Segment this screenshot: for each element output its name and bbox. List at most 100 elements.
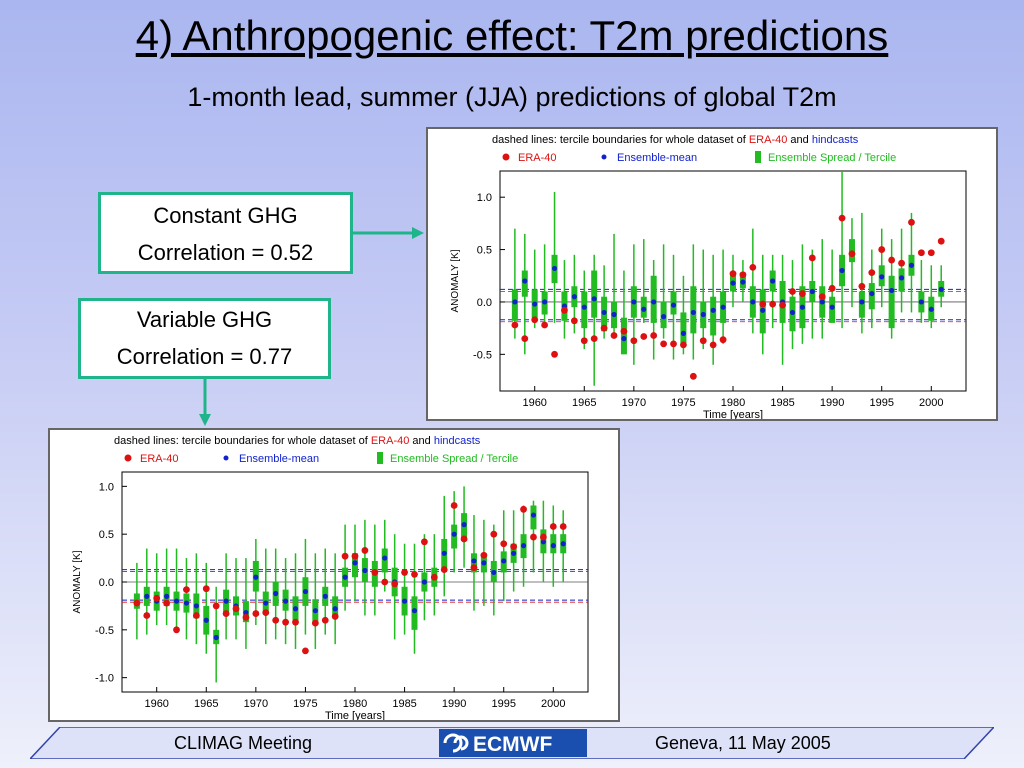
ensemble-mean-point [441,550,447,556]
era40-point [709,341,717,349]
ensemble-mean-point [680,330,687,336]
ensemble-mean-point [651,299,657,305]
ensemble-mean-point [282,598,289,604]
era40-point [610,332,618,339]
era40-point [361,547,369,554]
era40-point [660,340,667,348]
x-tick-label: 2000 [919,397,943,409]
era40-point [917,249,925,257]
x-tick-label: 1990 [442,698,466,710]
slide-subtitle: 1-month lead, summer (JJA) predictions o… [187,82,837,112]
legend-era40-marker [124,454,132,462]
variable-ghg-box: Variable GHG Correlation = 0.77 [78,298,331,379]
era40-point [480,551,488,559]
era40-point [440,566,448,573]
spread-tercile-box [710,296,717,336]
ensemble-mean-point [183,600,190,606]
ensemble-mean-point [512,299,518,305]
y-tick-label: 0.5 [99,529,114,541]
era40-point [600,324,608,332]
ensemble-mean-point [898,275,905,281]
ensemble-mean-point [829,304,835,310]
x-tick-label: 1975 [671,397,695,409]
y-tick-label: 1.0 [99,481,114,493]
era40-point [143,612,151,619]
ensemble-mean-point [501,558,507,564]
ensemble-mean-point [292,606,299,612]
arrowhead-right-icon [412,227,424,239]
era40-point [133,599,141,607]
x-tick-label: 1980 [343,698,367,710]
era40-point [620,327,628,335]
era40-point [470,564,478,572]
era40-point [799,290,806,297]
footer-meeting: CLIMAG Meeting [174,733,313,753]
ensemble-mean-point [312,608,318,614]
ensemble-mean-point [621,336,627,342]
arrowhead-down-icon [199,414,211,426]
constant-ghg-box: Constant GHG Correlation = 0.52 [98,192,353,274]
ensemble-mean-point [789,309,796,316]
ensemble-mean-point [253,574,259,580]
ecmwf-logo: ECMWF [439,729,587,757]
era40-point [640,333,648,340]
variable-ghg-correlation: Correlation = 0.77 [116,344,293,369]
era40-point [341,552,349,560]
era40-point [680,341,687,349]
ensemble-mean-point [809,288,815,295]
era40-point [311,619,319,627]
ensemble-mean-point [591,296,597,302]
era40-point [252,610,260,617]
y-tick-label: 0.0 [99,577,114,589]
constant-ghg-correlation: Correlation = 0.52 [137,240,314,265]
spread-tercile-box [858,291,865,318]
x-tick-label: 1965 [194,698,218,710]
ecmwf-logo-text: ECMWF [473,733,552,756]
era40-point [848,250,856,258]
legend-era40-label: ERA-40 [518,152,557,164]
ensemble-mean-point [273,590,279,597]
legend-spread-label: Ensemble Spread / Tercile [390,453,518,465]
ensemble-mean-point [362,567,368,574]
spread-tercile-box [888,275,895,329]
era40-point [630,337,638,345]
era40-point [391,580,399,588]
ensemble-mean-point [571,294,577,300]
chart-constant-ghg: dashed lines: tercile boundaries for who… [426,127,998,421]
ensemble-mean-point [551,265,558,272]
ensemble-mean-point [770,278,776,284]
era40-point [838,214,846,222]
x-tick-label: 1995 [869,397,893,409]
spread-tercile-box [650,275,657,323]
era40-point [192,612,200,619]
ensemble-mean-point [720,304,726,310]
era40-point [789,288,796,295]
slide-title: 4) Anthropogenic effect: T2m predictions [135,12,889,59]
ensemble-mean-point [382,555,388,561]
ensemble-mean-point [540,539,546,545]
y-tick-label: 0.5 [477,245,492,257]
ensemble-mean-point [520,543,527,549]
ensemble-mean-point [542,299,548,305]
era40-point [212,602,220,610]
y-tick-label: -1.0 [95,673,114,685]
ensemble-mean-point [859,299,865,305]
spread-tercile-box [581,291,588,329]
ensemble-mean-point [164,593,170,599]
ensemble-mean-point [550,543,556,549]
era40-point [858,282,866,290]
chart-constant-ghg-svg: dashed lines: tercile boundaries for who… [450,134,967,419]
era40-point [421,538,428,546]
y-tick-label: 1.0 [477,192,492,204]
ensemble-mean-point [819,299,825,305]
spread-tercile-box [690,286,697,334]
era40-point [541,321,549,329]
y-axis-label: ANOMALY [K] [450,249,461,312]
x-axis-label: Time [years] [325,710,385,720]
era40-point [173,626,180,634]
ensemble-mean-point [481,560,487,566]
legend-ensemble-mean-label: Ensemble-mean [239,453,319,465]
y-tick-label: -0.5 [95,625,114,637]
era40-point [511,321,519,329]
era40-point [351,552,359,560]
